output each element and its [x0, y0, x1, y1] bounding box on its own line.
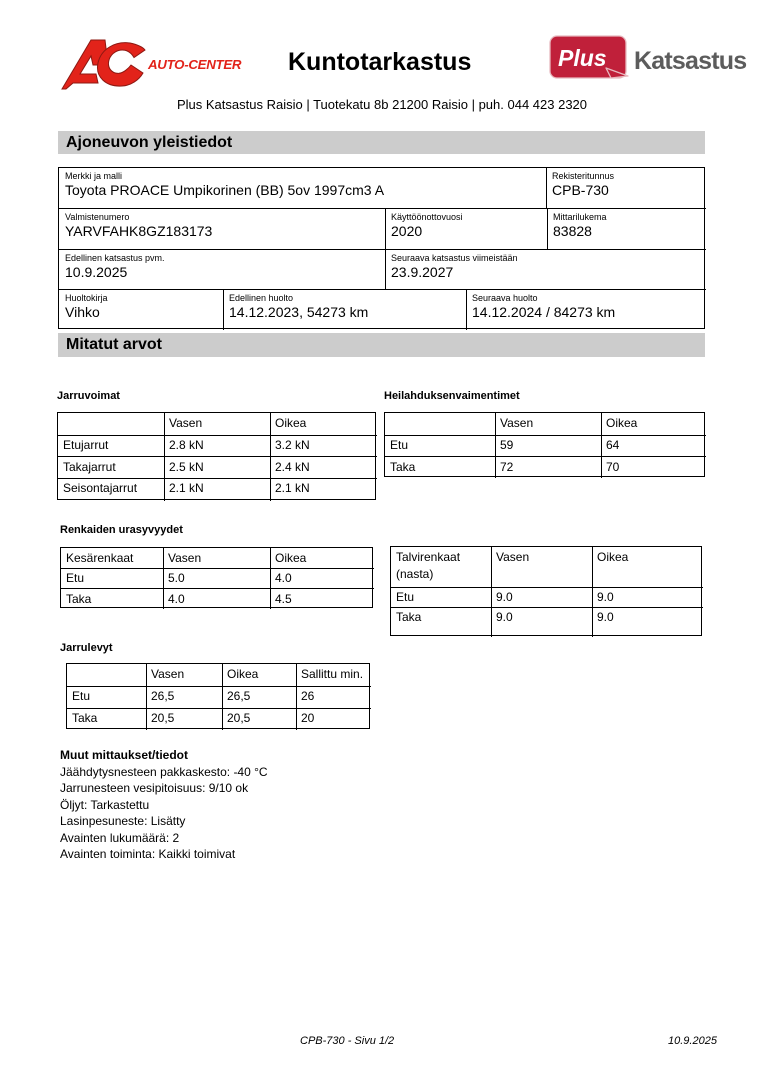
svg-text:Katsastus: Katsastus — [634, 47, 746, 75]
svg-text:AUTO-CENTER: AUTO-CENTER — [147, 57, 242, 72]
svg-text:Plus: Plus — [558, 45, 607, 71]
